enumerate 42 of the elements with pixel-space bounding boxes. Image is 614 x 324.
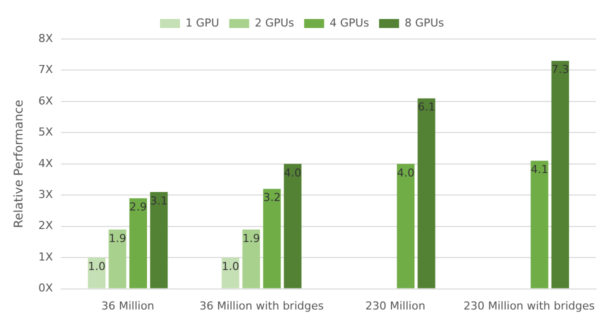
y-tick-label: 2X [38,219,54,232]
data-label: 1.0 [222,260,240,273]
bar [263,188,281,288]
bar [530,160,548,288]
y-axis-title: Relative Performance [11,100,26,228]
legend-label: 4 GPUs [330,16,370,30]
data-label: 3.1 [150,194,168,208]
y-tick-label: 3X [38,188,54,201]
y-tick-label: 5X [38,126,54,139]
y-tick-label: 7X [38,63,54,76]
data-label: 1.0 [88,260,106,273]
legend-label: 8 GPUs [404,16,444,30]
bar [88,258,106,288]
bar [150,192,168,288]
data-label: 1.9 [108,232,126,245]
data-label: 4.0 [284,166,302,180]
x-tick-label: 36 Million with bridges [199,299,324,312]
y-tick-label: 4X [38,156,54,170]
data-label: 1.9 [242,232,260,245]
bar [396,164,415,288]
x-tick-label: 230 Million with bridges [463,299,596,312]
x-tick-label: 36 Million [101,299,154,312]
y-tick-label: 6X [38,94,54,108]
data-label: 3.2 [263,191,281,204]
bar [418,98,436,288]
bar [129,198,147,288]
bar [108,229,126,288]
x-tick-label: 230 Million [365,299,426,312]
data-label: 6.1 [418,100,436,114]
data-label: 2.9 [129,200,147,214]
bar [551,60,570,288]
legend-label: 2 GPUs [254,16,294,30]
y-tick-label: 0X [38,282,54,295]
bar [222,258,240,288]
bar [242,229,260,288]
data-label: 4.0 [396,166,414,180]
legend-label: 1 GPU [185,16,220,30]
y-tick-label: 8X [38,32,54,45]
data-label: 7.3 [551,63,569,76]
bar [284,164,302,288]
y-tick-label: 1X [38,250,54,264]
data-label: 4.1 [530,163,548,176]
